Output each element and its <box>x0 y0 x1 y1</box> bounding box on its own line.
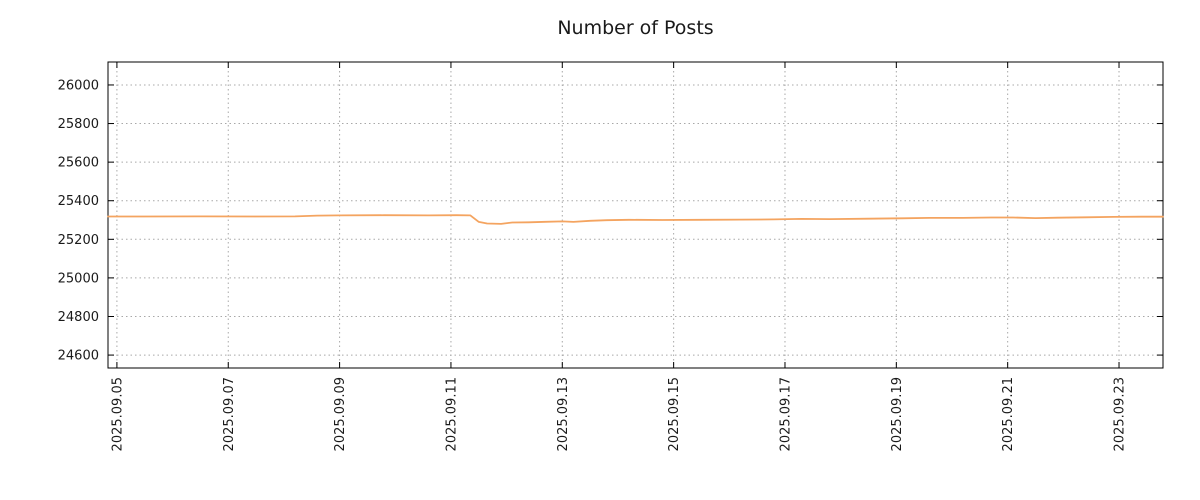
x-tick-label: 2025.09.19 <box>890 377 905 451</box>
y-tick-label: 26000 <box>58 78 99 93</box>
x-tick-label: 2025.09.15 <box>667 377 682 451</box>
series-line-posts <box>107 214 1164 225</box>
y-tick-label: 24800 <box>58 310 99 325</box>
x-tick-label: 2025.09.13 <box>556 377 571 451</box>
x-tick-label: 2025.09.23 <box>1113 377 1128 451</box>
x-tick-label: 2025.09.17 <box>778 377 793 451</box>
chart-title: Number of Posts <box>557 17 714 39</box>
y-tick-label: 25800 <box>58 117 99 132</box>
y-tick-label: 25200 <box>58 233 99 248</box>
y-tick-label: 25000 <box>58 271 99 286</box>
x-tick-label: 2025.09.21 <box>1001 377 1016 451</box>
x-tick-label: 2025.09.05 <box>110 377 125 451</box>
y-tick-label: 25600 <box>58 156 99 171</box>
x-tick-label: 2025.09.11 <box>444 377 459 451</box>
plot-border <box>107 61 1164 369</box>
y-tick-label: 24600 <box>58 349 99 364</box>
x-tick-label: 2025.09.07 <box>222 377 237 451</box>
x-tick-label: 2025.09.09 <box>333 377 348 451</box>
y-tick-label: 25400 <box>58 194 99 209</box>
